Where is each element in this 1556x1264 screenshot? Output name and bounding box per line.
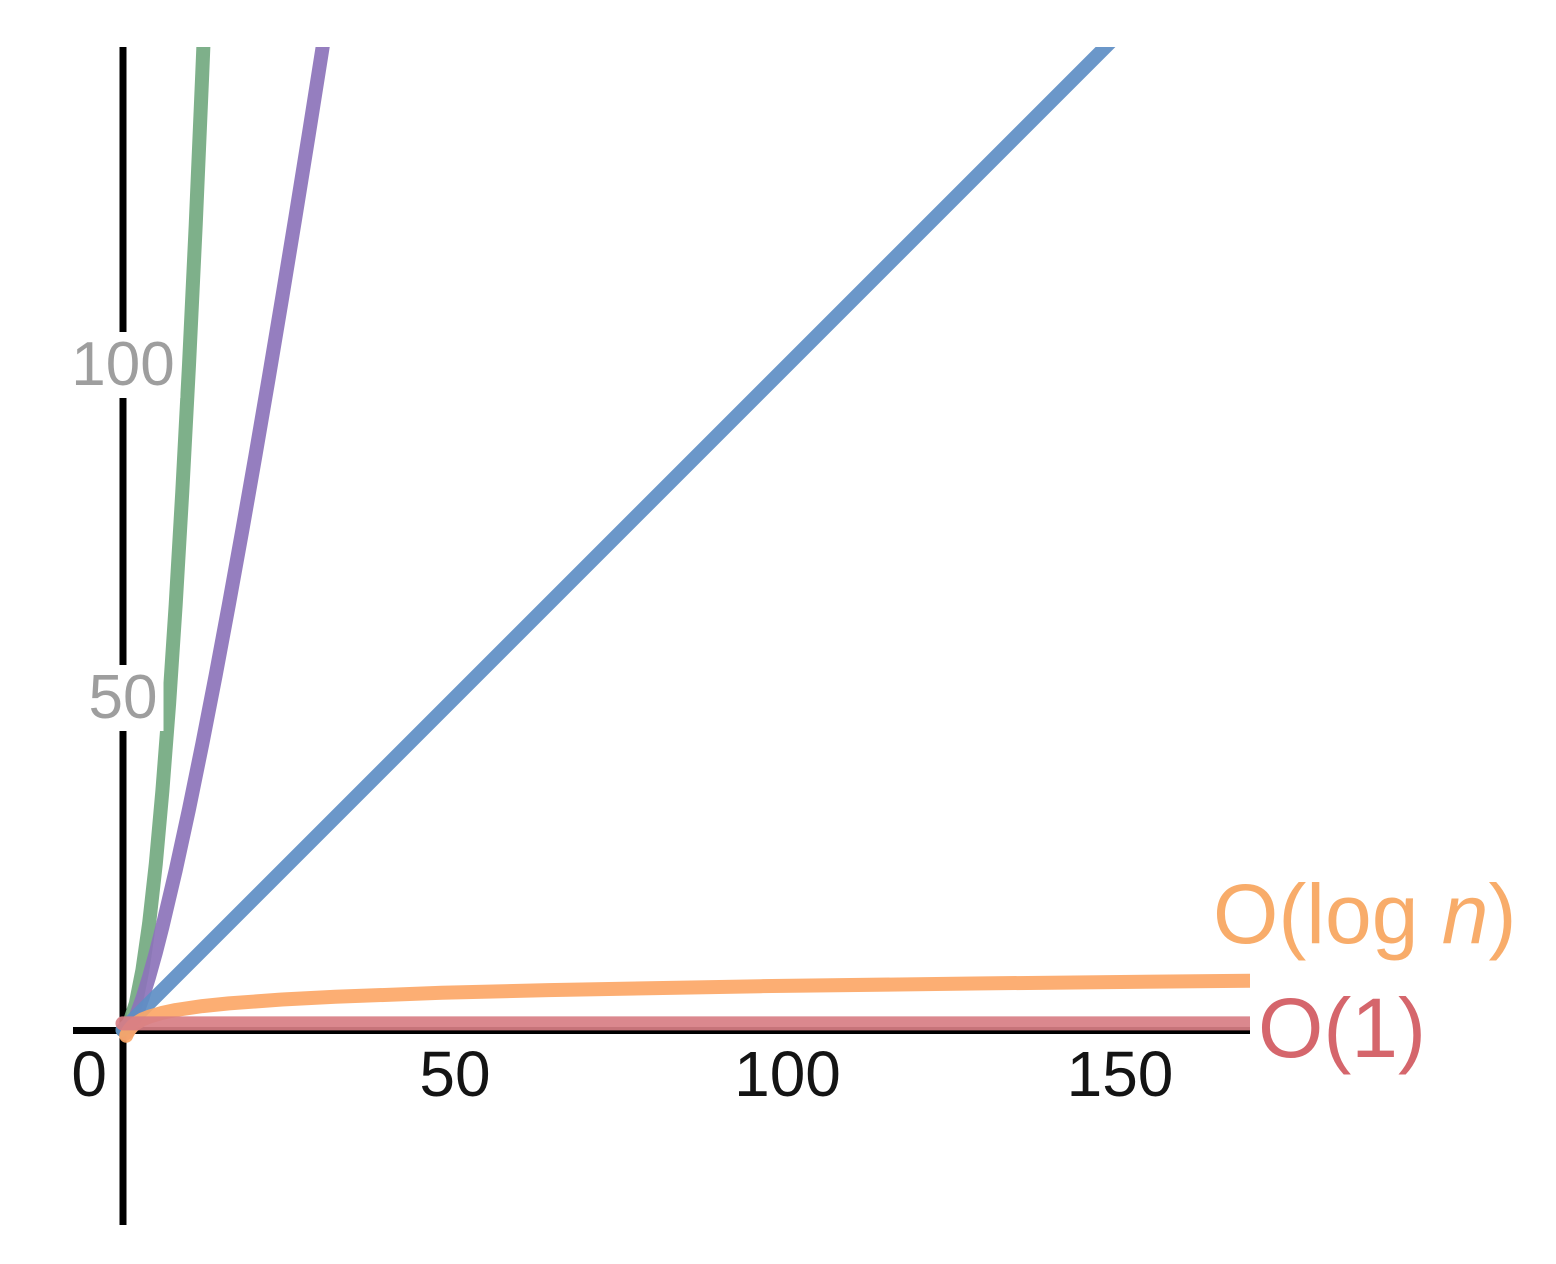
y-tick-label-50: 50 xyxy=(82,664,164,731)
curve-o-n- xyxy=(115,47,1116,1037)
x-tick-label-100: 100 xyxy=(734,1038,841,1110)
curve-label-o-1: O(1) xyxy=(1258,986,1426,1070)
x-tick-label-0: 0 xyxy=(71,1038,107,1110)
curve-label-text: ) xyxy=(1488,867,1517,961)
curve-label-text: O(1) xyxy=(1258,981,1426,1075)
x-tick-label-50: 50 xyxy=(419,1038,491,1110)
curve-label-text: O(log xyxy=(1213,867,1442,961)
x-tick-label-150: 150 xyxy=(1066,1038,1174,1110)
curve-label-o-log-n: O(log n) xyxy=(1213,872,1516,956)
curve-o-n-2- xyxy=(115,47,211,1037)
curves-layer xyxy=(115,47,1250,1043)
curve-label-variable-n: n xyxy=(1441,867,1489,961)
y-tick-label-100: 100 xyxy=(65,332,181,398)
